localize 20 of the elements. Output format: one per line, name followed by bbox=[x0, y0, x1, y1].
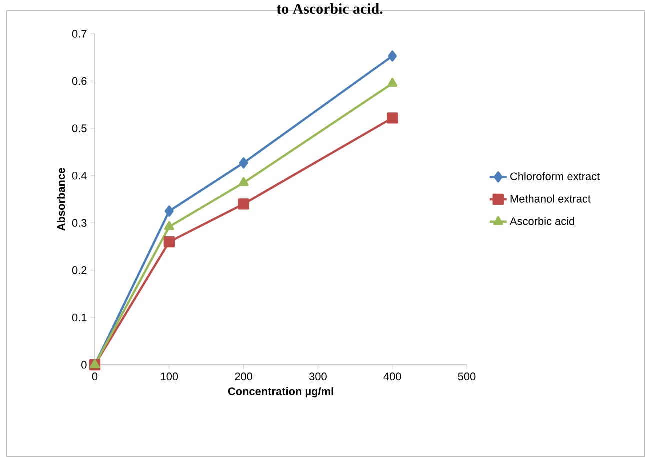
x-tick-label: 400 bbox=[384, 372, 402, 381]
x-tick-label: 0 bbox=[92, 372, 98, 381]
y-tick-label: 0.6 bbox=[72, 77, 87, 86]
x-tick-label: 100 bbox=[161, 372, 178, 381]
legend-label: Ascorbic acid bbox=[510, 217, 574, 226]
legend-label: Methanol extract bbox=[510, 194, 591, 203]
chart-title: to Ascorbic acid. bbox=[276, 4, 383, 14]
x-tick-label: 500 bbox=[458, 372, 476, 381]
y-axis-title: Absorbance bbox=[57, 168, 66, 231]
y-tick-label: 0.1 bbox=[72, 314, 87, 322]
y-tick-label: 0.3 bbox=[72, 219, 87, 228]
x-tick-label: 200 bbox=[235, 372, 252, 381]
x-axis-title: Concentration µg/ml bbox=[228, 387, 334, 398]
y-tick-label: 0.2 bbox=[72, 266, 87, 274]
y-tick-label: 0.5 bbox=[72, 124, 87, 132]
y-tick-label: 0.7 bbox=[72, 30, 87, 38]
y-tick-label: 0.4 bbox=[72, 172, 87, 180]
y-tick-label: 0 bbox=[82, 361, 87, 369]
x-tick-label: 300 bbox=[309, 372, 327, 381]
legend-label: Chloroform extract bbox=[510, 172, 600, 180]
